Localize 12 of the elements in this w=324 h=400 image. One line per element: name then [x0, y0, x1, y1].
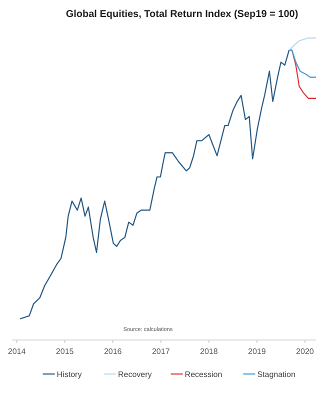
legend-label: Recovery	[118, 370, 152, 379]
x-tick-label: 2018	[200, 347, 218, 356]
chart-title: Global Equities, Total Return Index (Sep19 = 100)	[66, 9, 298, 20]
x-tick-label: 2020	[296, 347, 314, 356]
x-tick-label: 2015	[56, 347, 74, 356]
x-tick-label: 2014	[8, 347, 26, 356]
x-tick-label: 2019	[248, 347, 266, 356]
x-tick-label: 2017	[152, 347, 170, 356]
legend-label: Stagnation	[257, 370, 296, 379]
legend-label: History	[56, 370, 82, 379]
legend-label: Recession	[184, 370, 222, 379]
x-tick-label: 2016	[104, 347, 122, 356]
